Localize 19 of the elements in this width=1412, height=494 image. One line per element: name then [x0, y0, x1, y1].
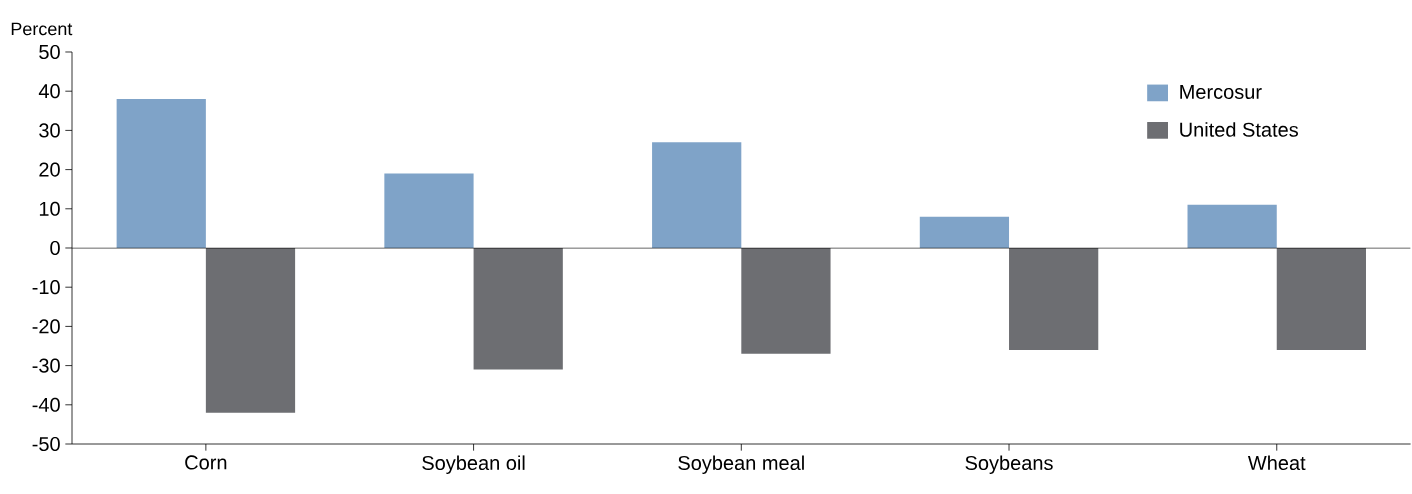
y-tick-label: 0 [50, 240, 60, 256]
x-tick-label: Soybean oil [422, 455, 525, 475]
y-tick-label: 20 [39, 162, 60, 177]
y-tick-label: 30 [39, 123, 60, 138]
x-tick-label: Soybean meal [678, 455, 804, 475]
legend-label: United States [1180, 122, 1298, 137]
y-tick-label: -30 [32, 358, 60, 373]
y-tick-label: -40 [32, 397, 60, 412]
legend-label: Mercosur [1180, 85, 1262, 99]
y-tick-label: -10 [32, 280, 60, 295]
y-tick-label: 50 [39, 44, 60, 60]
x-tick-label: Corn [185, 455, 227, 470]
y-tick-label: 10 [39, 201, 60, 216]
y-tick-label: -50 [32, 436, 60, 452]
x-tick-label: Wheat [1247, 455, 1306, 471]
x-tick-label: Soybeans [965, 455, 1053, 475]
y-axis-title: Percent [11, 22, 73, 36]
y-tick-label: 40 [38, 84, 60, 99]
y-tick-label: -20 [32, 319, 60, 334]
